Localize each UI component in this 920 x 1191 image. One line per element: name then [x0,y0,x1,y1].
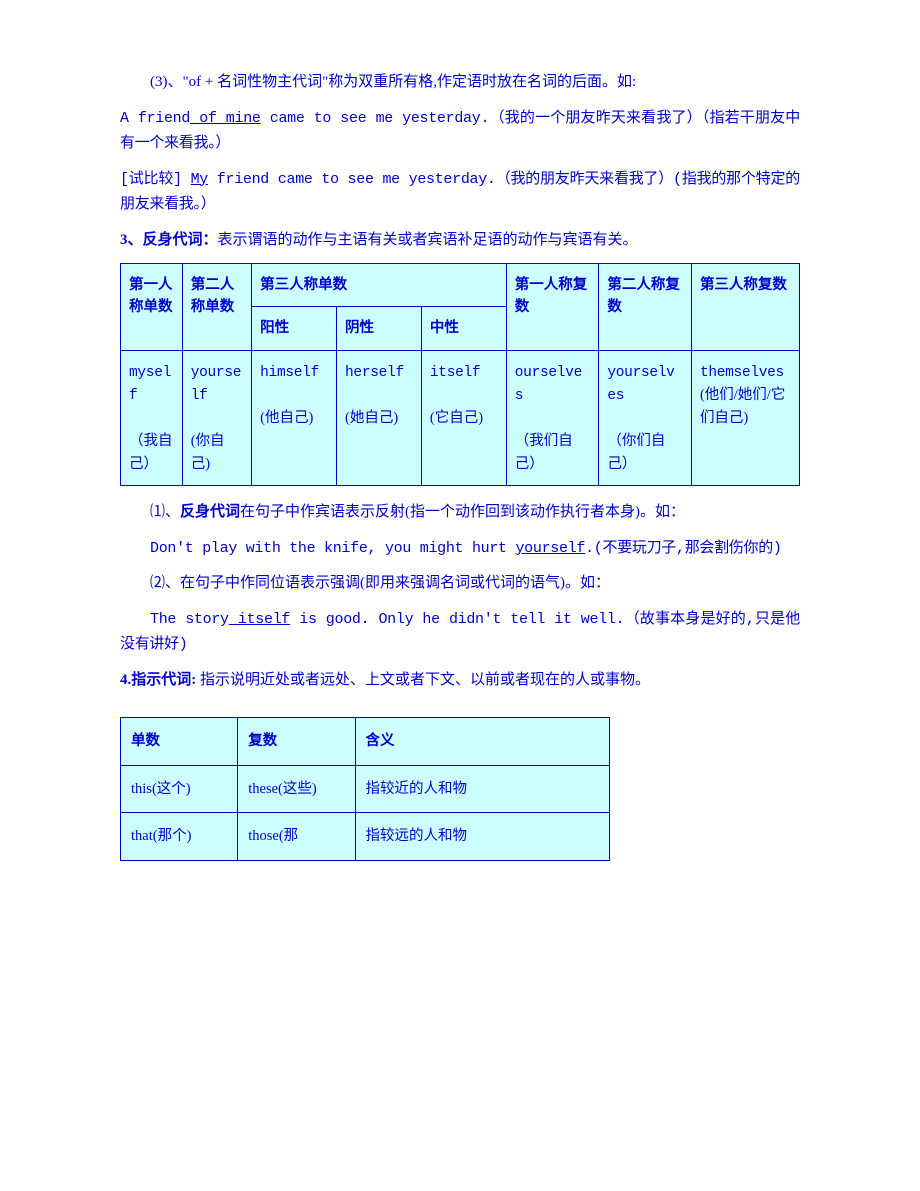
translation: (她自己) [345,410,398,426]
paragraph-3: (3)、"of + 名词性物主代词"称为双重所有格,作定语时放在名词的后面。如: [120,70,800,96]
cell-myself: myself （我自己） [121,350,183,485]
col-singular-header: 单数 [121,718,238,765]
word: yourselves [607,365,674,404]
translation: （我自己） [129,433,173,471]
cell-yourselves: yourselves （你们自己） [599,350,692,485]
translation: （你们自己） [607,433,665,471]
col-3b-header: 阴性 [337,307,422,350]
col-3c-header: 中性 [421,307,506,350]
col-3a-header: 阳性 [252,307,337,350]
table-header-row: 单数 复数 含义 [121,718,610,765]
cell-yourself: yourself (你自己) [182,350,251,485]
col-2-header: 第二人称单数 [182,264,251,351]
bold-text: 反身代词 [180,504,240,520]
col-4-header: 第一人称复数 [506,264,599,351]
table-header-row-1: 第一人称单数 第二人称单数 第三人称单数 第一人称复数 第二人称复数 第三人称复… [121,264,800,307]
comparison-paragraph: [试比较] My friend came to see me yesterday… [120,167,800,218]
cell-meaning-far: 指较远的人和物 [355,813,609,860]
word: itself [430,365,480,381]
col-6-header: 第三人称复数 [691,264,799,351]
word: herself [345,365,404,381]
text: ⑵、在句子中作同位语表示强调(即用来强调名词或代词的语气)。如： [150,575,610,591]
text: (3)、"of + 名词性物主代词"称为双重所有格,作定语时放在名词的后面。如: [150,74,636,90]
col-5-header: 第二人称复数 [599,264,692,351]
translation: (他们/她们/它们自己) [700,387,785,425]
word: yourself [191,365,241,404]
cell-meaning-near: 指较近的人和物 [355,765,609,812]
text: [试比较] [120,171,191,188]
section-text: 表示谓语的动作与主语有关或者宾语补足语的动作与宾语有关。 [218,232,638,248]
underlined-text: My [191,171,208,188]
text: .(不要玩刀子,那会割伤你的) [585,540,782,557]
table-row: this(这个) these(这些) 指较近的人和物 [121,765,610,812]
text: friend came to see me yesterday.（我的朋友昨天来… [120,171,800,214]
cell-those: those(那 [238,813,355,860]
word: themselves [700,365,784,381]
cell-this: this(这个) [121,765,238,812]
section-label: 3、反身代词： [120,232,218,248]
cell-himself: himself (他自己) [252,350,337,485]
underlined-text: yourself [515,540,585,557]
reflexive-note-2: ⑵、在句子中作同位语表示强调(即用来强调名词或代词的语气)。如： [120,571,800,597]
table-data-row: myself （我自己） yourself (你自己) himself (他自己… [121,350,800,485]
cell-themselves: themselves (他们/她们/它们自己) [691,350,799,485]
cell-herself: herself (她自己) [337,350,422,485]
section-4-heading: 4.指示代词: 指示说明近处或者远处、上文或者下文、以前或者现在的人或事物。 [120,668,800,694]
cell-that: that(那个) [121,813,238,860]
example-yourself: Don't play with the knife, you might hur… [120,536,800,562]
section-3-heading: 3、反身代词：表示谓语的动作与主语有关或者宾语补足语的动作与宾语有关。 [120,228,800,254]
translation: （我们自己） [515,433,573,471]
translation: (他自己) [260,410,313,426]
text: 在句子中作宾语表示反射(指一个动作回到该动作执行者本身)。如： [240,504,685,520]
word: himself [260,365,319,381]
demonstrative-pronoun-table: 单数 复数 含义 this(这个) these(这些) 指较近的人和物 that… [120,717,610,860]
table-row: that(那个) those(那 指较远的人和物 [121,813,610,860]
word: ourselves [515,365,582,404]
example-of-mine: A friend of mine came to see me yesterda… [120,106,800,157]
underlined-text: itself [229,611,290,628]
text: Don't play with the knife, you might hur… [150,540,515,557]
col-3-header-top: 第三人称单数 [252,264,507,307]
cell-ourselves: ourselves （我们自己） [506,350,599,485]
col-1-header: 第一人称单数 [121,264,183,351]
section-label: 4.指示代词: [120,672,196,688]
underlined-text: of mine [190,110,261,127]
col-plural-header: 复数 [238,718,355,765]
translation: (你自己) [191,433,225,471]
word: myself [129,365,171,404]
col-meaning-header: 含义 [355,718,609,765]
translation: (它自己) [430,410,483,426]
document-page: (3)、"of + 名词性物主代词"称为双重所有格,作定语时放在名词的后面。如:… [0,0,920,901]
cell-itself: itself (它自己) [421,350,506,485]
reflexive-note-1: ⑴、反身代词在句子中作宾语表示反射(指一个动作回到该动作执行者本身)。如： [120,500,800,526]
reflexive-pronoun-table: 第一人称单数 第二人称单数 第三人称单数 第一人称复数 第二人称复数 第三人称复… [120,263,800,486]
section-text: 指示说明近处或者远处、上文或者下文、以前或者现在的人或事物。 [196,672,650,688]
example-itself: The story itself is good. Only he didn't… [120,607,800,658]
text: A friend [120,110,190,127]
cell-these: these(这些) [238,765,355,812]
text: The story [150,611,229,628]
text: ⑴、 [150,504,180,520]
